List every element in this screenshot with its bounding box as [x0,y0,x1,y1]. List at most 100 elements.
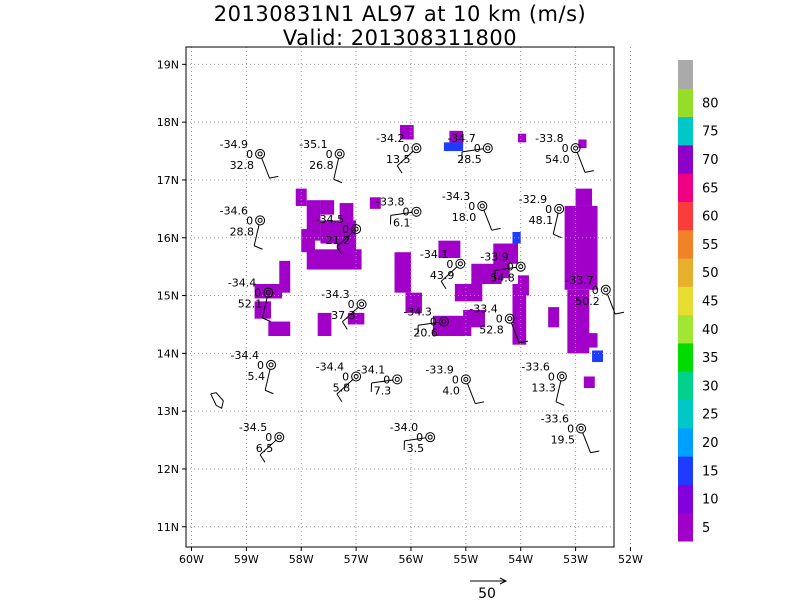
shaded-cell [592,350,604,363]
station-circle [351,371,362,382]
station-mid-value: 0 [507,261,514,274]
wind-barb-shaft [333,158,340,180]
station-circle-inner [603,287,609,293]
station-mid-value: 0 [474,142,481,155]
station-circle [255,148,266,159]
wind-barb-shaft [253,224,260,246]
latitude-tick-labels: 11N 12N 13N 14N 15N 16N 17N 18N 19N [157,58,179,533]
station-circle [356,299,367,310]
colorbar-segment [678,60,693,89]
colorbar-segment [678,399,693,429]
wind-barb-flag [396,165,403,174]
shaded-cell [517,275,529,296]
station-height: 54.0 [545,153,570,166]
lat-tick-label: 19N [157,58,179,71]
wind-barb-shaft [261,296,268,319]
shaded-cell [268,321,291,337]
lon-tick-label: 57W [344,553,369,566]
station-height: 32.8 [230,159,255,172]
shaded-cell [463,310,486,328]
station-circle-inner [507,316,513,322]
shaded-cell [454,283,483,302]
station-circle-inner [441,319,447,325]
station-circle [351,224,362,235]
station-circle-inner [359,301,365,307]
station-height: 3.5 [407,442,425,455]
wind-barb-shaft [483,209,493,231]
station-circle-inner [257,217,263,223]
station-temperature: -33.8 [535,132,563,145]
title-line-1: 20130831N1 AL97 at 10 km (m/s) [213,2,587,26]
station-circle-inner [427,434,433,440]
station-temperature: -34.9 [220,138,248,151]
station-height: 21.2 [326,234,351,247]
station-circle [482,143,493,154]
shaded-cell [347,312,365,325]
station-mid-value: 0 [545,203,552,216]
lon-tick-label: 59W [234,553,259,566]
station-mid-value: 0 [416,431,423,444]
station-circle [425,432,436,443]
wind-barb-flag [555,401,565,406]
colorbar-label: 70 [702,153,719,168]
station-mid-value: 0 [567,423,574,436]
station-height: 50.2 [575,295,600,308]
wind-barb-shaft [390,211,413,216]
station-height: 43.9 [430,269,455,282]
station-height: 19.5 [551,434,576,447]
station-height: 6.5 [256,442,274,455]
station-plot: -33.806.1 [376,196,422,230]
station-circle-inner [276,434,282,440]
station-temperature: -32.9 [519,193,547,206]
lat-tick-label: 18N [157,116,179,129]
wind-barb-shaft [582,432,591,453]
wind-barb-shaft [261,157,270,179]
wind-barb-shaft [336,379,354,395]
wind-barb-flag [584,170,594,173]
station-temperature: -33.6 [521,360,549,373]
wind-barb-shaft [396,150,414,167]
coastline [210,392,224,410]
lat-tick-label: 15N [157,290,179,303]
station-height: 26.8 [309,159,334,172]
station-circle [411,206,422,217]
wind-barb-flag [475,401,485,405]
wind-barb-shaft [342,306,359,323]
station-circle [411,143,422,154]
station-height: 52.1 [238,298,263,311]
station-height: 52.8 [479,324,504,337]
shaded-cell [295,188,307,206]
station-circle-inner [479,203,485,209]
wind-barb-shaft [555,380,562,402]
station-height: 7.3 [374,384,392,397]
station-mid-value: 0 [430,316,437,329]
colorbar-segment [678,258,693,287]
station-circle-inner [257,151,263,157]
lon-tick-label: 60W [179,553,204,566]
shaded-cell [548,307,560,328]
station-circle [504,313,515,324]
colorbar-label: 75 [702,125,719,140]
colorbar-label: 10 [702,493,719,508]
lon-tick-label: 58W [289,553,314,566]
station-temperature: -33.4 [469,303,497,316]
wind-barb-shaft [418,321,440,326]
shaded-cell [320,200,335,215]
station-circle [600,284,611,295]
station-circle [477,200,488,211]
station-mid-value: 0 [562,142,569,155]
station-height: 13.3 [531,381,556,394]
station-circle-inner [394,376,400,382]
station-mid-value: 0 [257,359,264,372]
shaded-cell [405,292,422,313]
colorbar-label: 80 [702,96,719,111]
